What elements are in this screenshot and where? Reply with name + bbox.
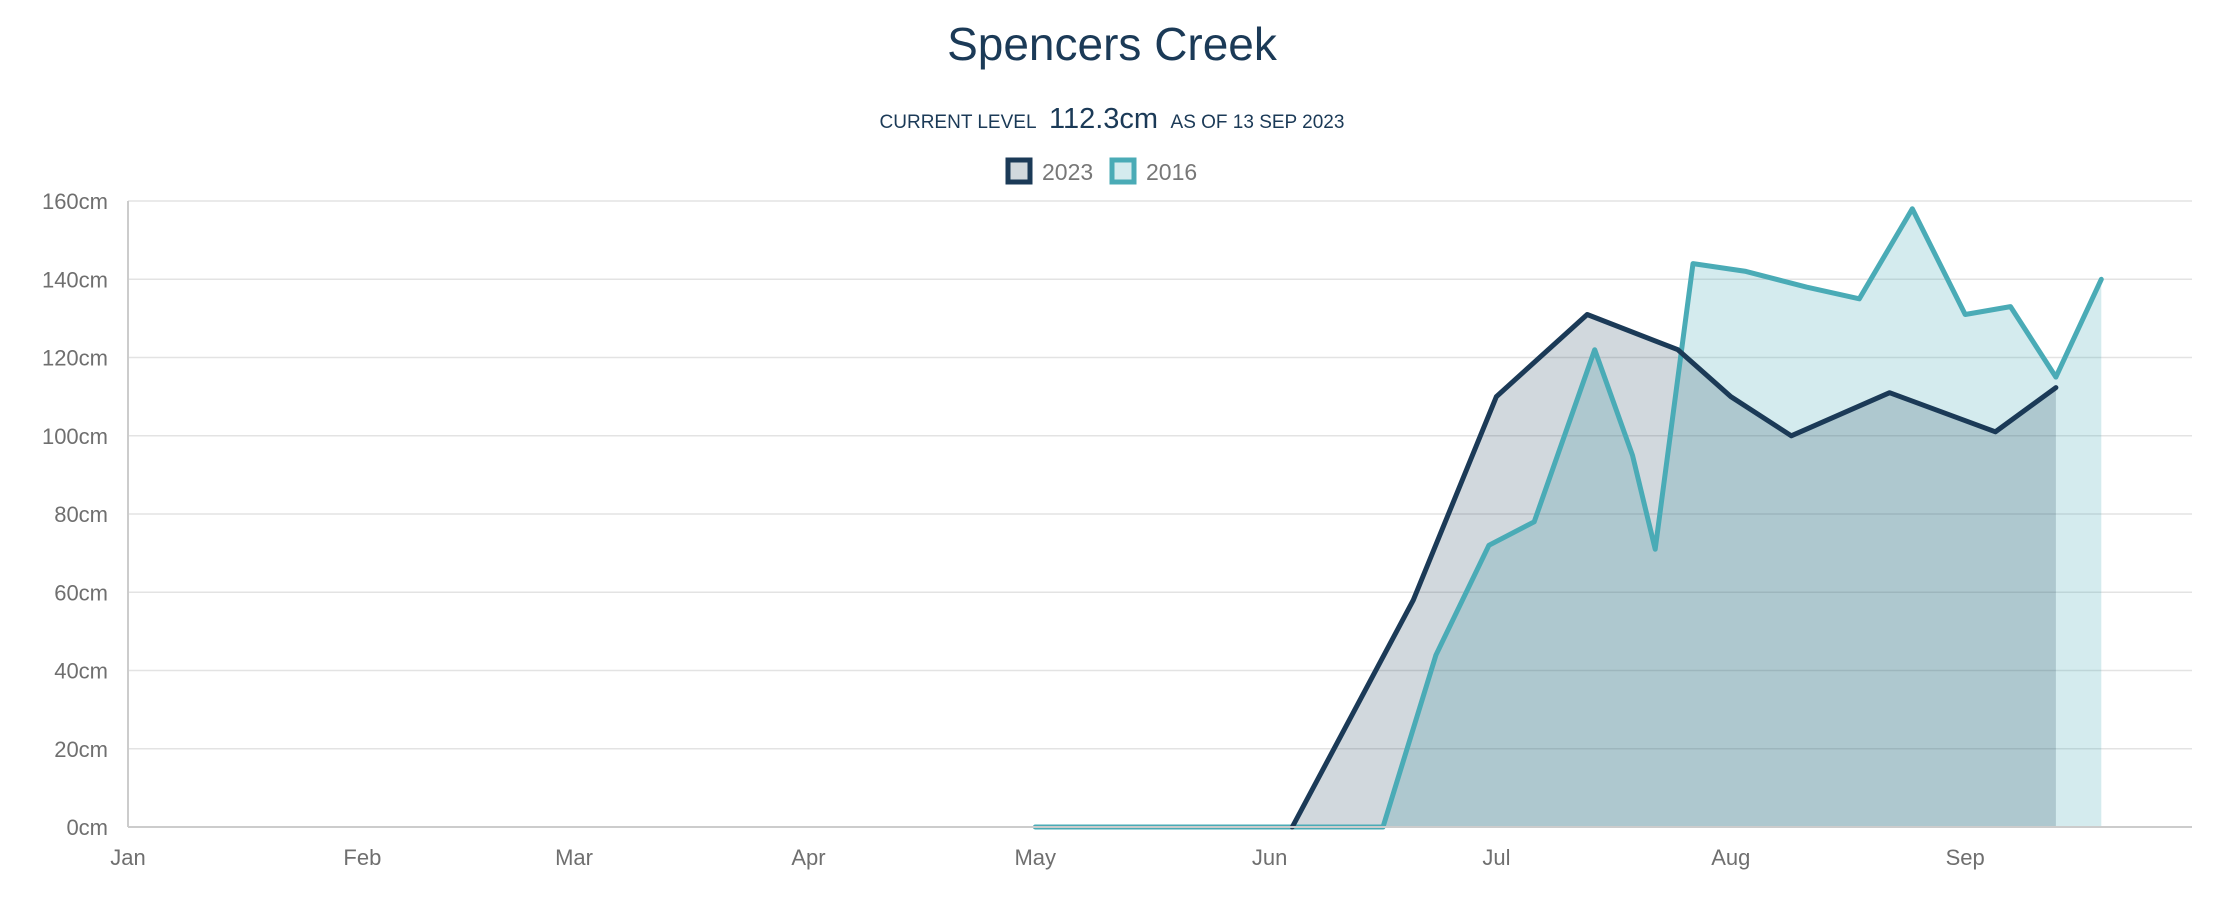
y-tick-label: 160cm [42, 189, 108, 214]
y-tick-label: 120cm [42, 346, 108, 371]
legend-label-2023[interactable]: 2023 [1042, 159, 1093, 185]
x-tick-label: May [1014, 845, 1056, 870]
series-line-2023[interactable] [1289, 312, 2059, 830]
y-tick-label: 20cm [54, 737, 108, 762]
x-tick-label: Sep [1946, 845, 1985, 870]
y-tick-label: 0cm [66, 815, 108, 840]
legend-swatch-2023[interactable] [1005, 157, 1033, 185]
y-tick-label: 40cm [54, 659, 108, 684]
axes: Jan Feb Mar Apr May Jun Jul Aug Sep [110, 201, 2192, 870]
x-tick-label: Jun [1252, 845, 1287, 870]
x-tick-label: Feb [343, 845, 381, 870]
current-level-value: 112.3cm [1049, 103, 1158, 135]
series-line-2016[interactable] [1032, 206, 2104, 830]
x-tick-label: Apr [791, 845, 825, 870]
current-level-label: CURRENT LEVEL [880, 112, 1037, 133]
x-tick-label: Jul [1482, 845, 1510, 870]
x-tick-label: Mar [555, 845, 593, 870]
y-tick-label: 80cm [54, 502, 108, 527]
chart-title: Spencers Creek [947, 18, 1278, 70]
y-tick-label: 100cm [42, 424, 108, 449]
series-area-2023 [1292, 314, 2056, 827]
legend-label-2016[interactable]: 2016 [1146, 159, 1197, 185]
legend: 2023 2016 [1005, 157, 1197, 185]
grid-lines: 0cm 20cm 40cm 60cm 80cm 100cm 120cm 140cm 160cm [42, 189, 2192, 840]
as-of-date: AS OF 13 SEP 2023 [1171, 112, 1345, 133]
x-tick-label: Jan [110, 845, 145, 870]
series-lines [1032, 206, 2104, 830]
series-area-2016 [1035, 208, 2102, 828]
subtitle: CURRENT LEVEL 112.3cm AS OF 13 SEP 2023 [880, 103, 1345, 135]
y-tick-label: 140cm [42, 267, 108, 292]
y-tick-label: 60cm [54, 580, 108, 605]
legend-swatch-2016[interactable] [1109, 157, 1137, 185]
x-tick-label: Aug [1711, 845, 1750, 870]
series-areas [1035, 208, 2102, 828]
